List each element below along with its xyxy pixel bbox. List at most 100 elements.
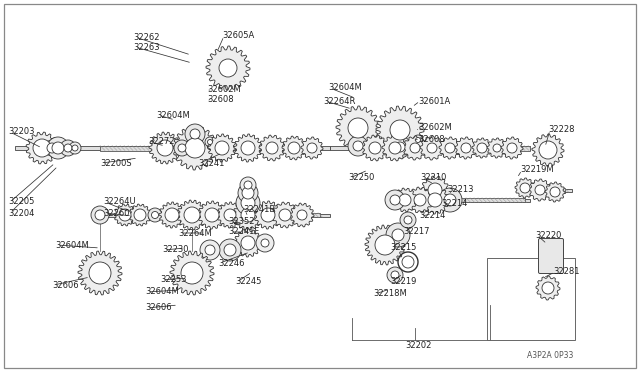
- Circle shape: [477, 143, 487, 153]
- Circle shape: [241, 141, 255, 155]
- Text: 32228: 32228: [548, 125, 575, 135]
- Circle shape: [413, 135, 423, 145]
- Polygon shape: [173, 126, 217, 170]
- Text: 32253: 32253: [160, 276, 186, 285]
- Text: 32202: 32202: [405, 341, 431, 350]
- Circle shape: [507, 143, 517, 153]
- Circle shape: [445, 143, 455, 153]
- Circle shape: [241, 196, 255, 210]
- Polygon shape: [301, 137, 323, 159]
- Polygon shape: [455, 137, 477, 159]
- Polygon shape: [487, 138, 507, 158]
- Circle shape: [205, 245, 215, 255]
- Polygon shape: [129, 204, 151, 226]
- Polygon shape: [529, 179, 551, 201]
- Polygon shape: [382, 135, 408, 161]
- Polygon shape: [234, 134, 262, 162]
- Circle shape: [348, 136, 368, 156]
- Circle shape: [415, 144, 420, 148]
- Circle shape: [520, 183, 530, 193]
- Circle shape: [185, 138, 205, 158]
- Circle shape: [369, 142, 381, 154]
- Text: 32604M: 32604M: [55, 241, 89, 250]
- Text: 32602M: 32602M: [418, 124, 452, 132]
- Text: 32601A: 32601A: [418, 96, 451, 106]
- Circle shape: [297, 210, 307, 220]
- Circle shape: [414, 194, 426, 206]
- Bar: [520, 187, 565, 192]
- Text: 32352: 32352: [228, 218, 255, 227]
- Circle shape: [428, 193, 442, 207]
- Circle shape: [181, 262, 203, 284]
- Polygon shape: [365, 225, 405, 265]
- Text: 32604M: 32604M: [328, 83, 362, 93]
- Circle shape: [399, 194, 411, 206]
- Circle shape: [44, 140, 60, 156]
- Circle shape: [64, 144, 72, 152]
- Circle shape: [402, 256, 414, 268]
- Circle shape: [353, 141, 363, 151]
- Circle shape: [389, 136, 411, 158]
- Circle shape: [52, 142, 64, 154]
- Bar: [130, 213, 320, 217]
- Polygon shape: [217, 202, 243, 228]
- Text: 32264R: 32264R: [323, 96, 355, 106]
- Circle shape: [207, 140, 212, 144]
- Circle shape: [400, 212, 416, 228]
- Circle shape: [389, 142, 401, 154]
- Polygon shape: [515, 178, 535, 198]
- Polygon shape: [407, 187, 433, 213]
- Text: 32264M: 32264M: [178, 228, 212, 237]
- Polygon shape: [170, 251, 214, 295]
- Circle shape: [404, 216, 412, 224]
- Circle shape: [165, 208, 179, 222]
- Circle shape: [89, 262, 111, 284]
- Bar: [410, 198, 525, 202]
- Polygon shape: [234, 229, 262, 257]
- Text: 32605A: 32605A: [222, 32, 254, 41]
- Circle shape: [241, 208, 255, 222]
- Circle shape: [493, 144, 501, 152]
- Circle shape: [200, 240, 220, 260]
- Circle shape: [261, 239, 269, 247]
- Text: 32214: 32214: [441, 199, 467, 208]
- Polygon shape: [290, 203, 314, 227]
- Circle shape: [205, 137, 215, 147]
- Circle shape: [47, 143, 57, 153]
- Polygon shape: [403, 136, 427, 160]
- Circle shape: [391, 271, 399, 279]
- Circle shape: [157, 140, 173, 156]
- Polygon shape: [393, 188, 417, 212]
- Bar: [95, 214, 330, 217]
- Bar: [385, 199, 530, 202]
- Circle shape: [390, 120, 410, 140]
- Circle shape: [385, 190, 405, 210]
- Circle shape: [386, 223, 410, 247]
- Text: 32606: 32606: [52, 280, 79, 289]
- Text: 32218M: 32218M: [373, 289, 407, 298]
- Text: 32210: 32210: [420, 173, 446, 183]
- Text: 32241F: 32241F: [228, 228, 259, 237]
- Polygon shape: [78, 251, 122, 295]
- Circle shape: [461, 143, 471, 153]
- Circle shape: [47, 137, 69, 159]
- Text: 32245: 32245: [235, 278, 261, 286]
- Circle shape: [224, 209, 236, 221]
- Circle shape: [236, 191, 260, 215]
- Circle shape: [550, 187, 560, 197]
- Text: 32602M: 32602M: [207, 86, 241, 94]
- Text: 32604M: 32604M: [145, 288, 179, 296]
- Bar: [360, 145, 530, 151]
- Circle shape: [119, 209, 131, 221]
- Text: 32215: 32215: [390, 243, 417, 251]
- Circle shape: [266, 142, 278, 154]
- Polygon shape: [439, 137, 461, 159]
- Circle shape: [288, 142, 300, 154]
- Circle shape: [241, 236, 255, 250]
- Circle shape: [375, 235, 395, 255]
- Text: 32608: 32608: [207, 96, 234, 105]
- Polygon shape: [420, 136, 444, 160]
- Text: A3P2A 0P33: A3P2A 0P33: [527, 350, 573, 359]
- Circle shape: [395, 142, 405, 152]
- Circle shape: [240, 177, 256, 193]
